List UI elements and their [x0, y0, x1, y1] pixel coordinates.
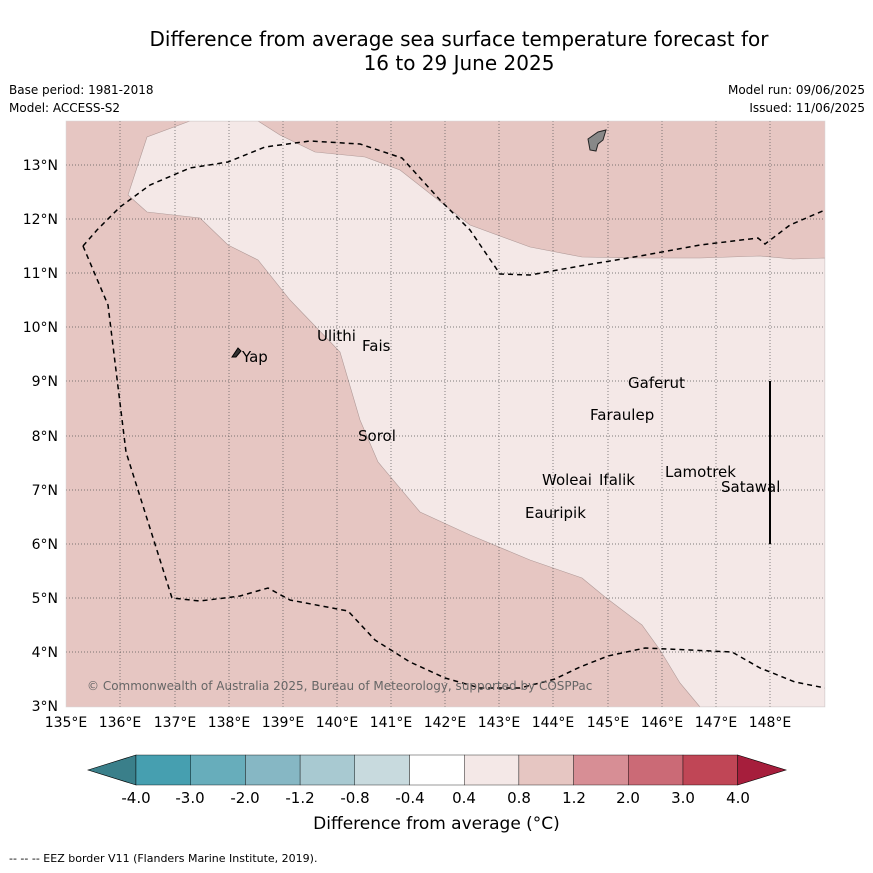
colorbar-segment: [518, 754, 574, 786]
colorbar-segment: [190, 754, 246, 786]
base-period: Base period: 1981-2018: [9, 83, 154, 97]
colorbar: [86, 754, 788, 786]
meta-left: Base period: 1981-2018 Model: ACCESS-S2: [9, 81, 154, 117]
eez-border-line-south: [82, 245, 825, 689]
lon-label: 144°E: [532, 715, 575, 731]
yap-island: [231, 347, 242, 358]
colorbar-extend-high: [737, 754, 788, 786]
lon-label: 148°E: [749, 715, 792, 731]
place-label-lamotrek: Lamotrek: [665, 463, 736, 481]
lat-label: 8°N: [32, 429, 58, 445]
title-line-2: 16 to 29 June 2025: [363, 51, 555, 75]
colorbar-extend-low: [86, 754, 137, 786]
place-label-satawal: Satawal: [721, 478, 780, 496]
lat-label: 5°N: [32, 591, 58, 607]
colorbar-tick-label: 1.2: [562, 789, 586, 807]
lon-label: 136°E: [99, 715, 142, 731]
footer-note: -- -- -- EEZ border V11 (Flanders Marine…: [9, 852, 318, 865]
lon-label: 145°E: [587, 715, 630, 731]
lat-label: 9°N: [32, 374, 58, 390]
model-run: Model run: 09/06/2025: [727, 83, 865, 97]
eez-border-line: [82, 140, 825, 276]
lat-axis-labels: 13°N 12°N 11°N 10°N 9°N 8°N 7°N 6°N 5°N …: [23, 158, 58, 715]
lon-label: 139°E: [262, 715, 305, 731]
colorbar-segment: [409, 754, 465, 786]
place-label-eauripik: Eauripik: [525, 504, 586, 522]
place-label-ifalik: Ifalik: [599, 471, 635, 489]
colorbar-tick-label: 4.0: [726, 789, 750, 807]
colorbar-tick-label: -0.8: [340, 789, 369, 807]
colorbar-tick-label: -0.4: [395, 789, 424, 807]
lat-label: 6°N: [32, 537, 58, 553]
lon-label: 143°E: [478, 715, 521, 731]
colorbar-segment: [299, 754, 356, 786]
colorbar-tick-labels: -4.0 -3.0 -2.0 -1.2 -0.8 -0.4 0.4 0.8 1.…: [121, 789, 750, 807]
colorbar-tick-label: -4.0: [121, 789, 150, 807]
model-name: Model: ACCESS-S2: [9, 101, 121, 115]
place-label-fais: Fais: [362, 337, 391, 355]
colorbar-tick-label: -1.2: [285, 789, 314, 807]
lon-axis-labels: 135°E 136°E 137°E 138°E 139°E 140°E 141°…: [45, 715, 792, 731]
title-line-1: Difference from average sea surface temp…: [149, 27, 769, 51]
lat-label: 12°N: [23, 212, 58, 228]
colorbar-segment: [464, 754, 520, 786]
colorbar-segment: [245, 754, 301, 786]
place-label-gaferut: Gaferut: [628, 374, 685, 392]
colorbar-tick-label: 2.0: [616, 789, 640, 807]
place-label-sorol: Sorol: [358, 427, 396, 445]
meta-right: Model run: 09/06/2025 Issued: 11/06/2025: [728, 81, 865, 117]
colorbar-tick-label: -2.0: [230, 789, 259, 807]
colorbar-segment: [682, 754, 738, 786]
map-area: [66, 121, 825, 707]
lon-label: 140°E: [316, 715, 359, 731]
colorbar-segment: [628, 754, 684, 786]
place-label-ulithi: Ulithi: [317, 327, 356, 345]
place-labels: Yap Ulithi Fais Sorol Gaferut Faraulep W…: [241, 327, 780, 522]
lat-label: 11°N: [23, 266, 58, 282]
chart-title: Difference from average sea surface temp…: [0, 27, 873, 75]
guam-island: [587, 129, 607, 152]
lon-label: 135°E: [45, 715, 88, 731]
colorbar-tick-label: 0.8: [507, 789, 531, 807]
colorbar-segment: [135, 754, 191, 786]
lat-label: 4°N: [32, 645, 58, 661]
map-frame: [65, 120, 826, 708]
grid-lines: [66, 121, 825, 707]
lon-label: 141°E: [370, 715, 413, 731]
place-label-woleai: Woleai: [542, 471, 592, 489]
lat-label: 10°N: [23, 320, 58, 336]
lon-label: 142°E: [424, 715, 467, 731]
lat-label: 7°N: [32, 483, 58, 499]
colorbar-title: Difference from average (°C): [313, 814, 560, 834]
colorbar-segment: [354, 754, 410, 786]
colorbar-segment: [573, 754, 629, 786]
colorbar-tick-label: 3.0: [671, 789, 695, 807]
issued-date: Issued: 11/06/2025: [749, 101, 865, 115]
colorbar-tick-label: 0.4: [452, 789, 476, 807]
lat-label: 3°N: [32, 699, 58, 715]
lat-label: 13°N: [23, 158, 58, 174]
colorbar-tick-label: -3.0: [175, 789, 204, 807]
lon-label: 146°E: [641, 715, 684, 731]
place-label-yap: Yap: [241, 348, 268, 366]
lon-label: 137°E: [154, 715, 197, 731]
lon-label: 147°E: [695, 715, 738, 731]
place-label-faraulep: Faraulep: [590, 406, 654, 424]
copyright-text: © Commonwealth of Australia 2025, Bureau…: [87, 679, 592, 693]
lon-label: 138°E: [208, 715, 251, 731]
